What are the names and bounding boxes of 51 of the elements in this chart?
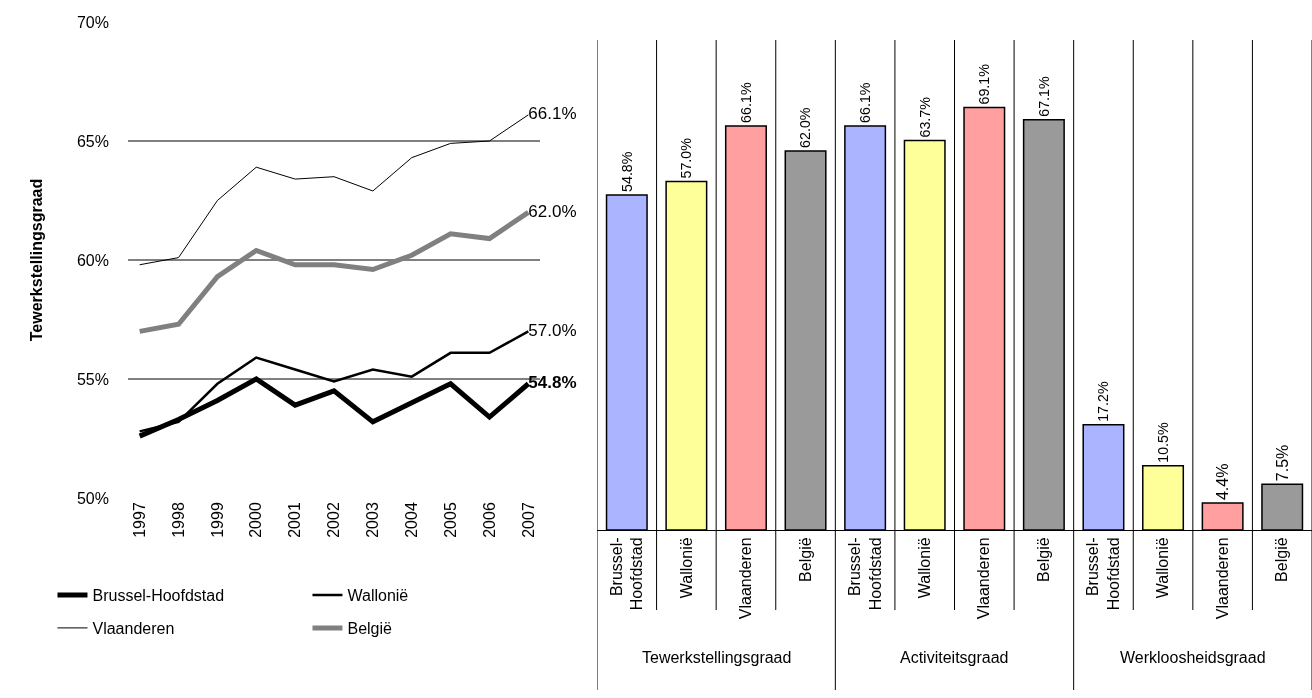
data-label: 67.1%	[1035, 76, 1052, 117]
x-tick-label: 1999	[208, 502, 226, 538]
y-tick-label: 55%	[76, 370, 109, 388]
text: Activiteitsgraad	[900, 649, 1009, 666]
data-label: 63.7%	[916, 96, 933, 138]
text: Werkloosheidsgraad	[1120, 649, 1266, 666]
data-label: 54.8%	[528, 373, 577, 393]
data-label: 66.1%	[857, 82, 874, 123]
data-label: 57.0%	[528, 320, 577, 340]
x-tick-label: Vlaanderen	[737, 537, 755, 620]
data-label: 66.1%	[528, 104, 577, 124]
legend-label: Vlaanderen	[92, 620, 175, 638]
x-tick-label: 2002	[325, 502, 343, 538]
x-tick-label: Brussel-Hoofdstad	[845, 537, 884, 611]
data-label: 10.5%	[1154, 422, 1171, 463]
data-label: 17.2%	[1095, 381, 1112, 422]
y-axis-title: Tewerkstellingsgraad	[27, 178, 45, 342]
x-tick-label: 1998	[169, 502, 187, 538]
x-tick-label: Vlaanderen	[975, 537, 993, 620]
text: Tewerkstellingsgraad	[642, 649, 792, 666]
x-tick-label: 2004	[402, 502, 420, 538]
x-tick-label: Brussel-Hoofdstad	[607, 537, 646, 611]
x-tick-label: 1997	[130, 502, 148, 538]
x-tick-label: 2000	[247, 502, 265, 538]
x-tick-label: 2006	[480, 502, 498, 538]
data-label: 62.0%	[797, 107, 814, 148]
x-tick-label: 2005	[441, 502, 459, 538]
x-tick-label: 2001	[286, 502, 304, 538]
x-tick-label: Vlaanderen	[1213, 537, 1231, 620]
x-tick-label: 2003	[364, 502, 382, 538]
data-label: 62.0%	[528, 201, 577, 221]
legend-label: België	[347, 620, 393, 638]
x-tick-label: 2007	[519, 502, 537, 538]
x-tick-label: Wallonië	[1154, 537, 1172, 599]
x-tick-label: België	[796, 537, 814, 582]
x-tick-label: Wallonië	[677, 537, 695, 599]
data-label: 54.8%	[618, 151, 635, 192]
x-tick-label: België	[1035, 537, 1053, 582]
data-label: 66.1%	[737, 82, 754, 123]
y-tick-label: 60%	[76, 251, 109, 269]
x-tick-label: België	[1273, 537, 1291, 582]
y-tick-label: 65%	[76, 132, 109, 150]
y-tick-label: 50%	[76, 489, 109, 507]
line-series	[139, 114, 529, 266]
x-tick-label: Brussel-Hoofdstad	[1084, 537, 1123, 611]
x-tick-label: Wallonië	[915, 537, 933, 599]
data-label: 4.4%	[1214, 463, 1232, 501]
data-label: 57.0%	[678, 137, 695, 179]
data-label: 7.5%	[1273, 444, 1291, 482]
y-tick-label: 70%	[76, 13, 109, 31]
data-label: 69.1%	[976, 63, 993, 105]
